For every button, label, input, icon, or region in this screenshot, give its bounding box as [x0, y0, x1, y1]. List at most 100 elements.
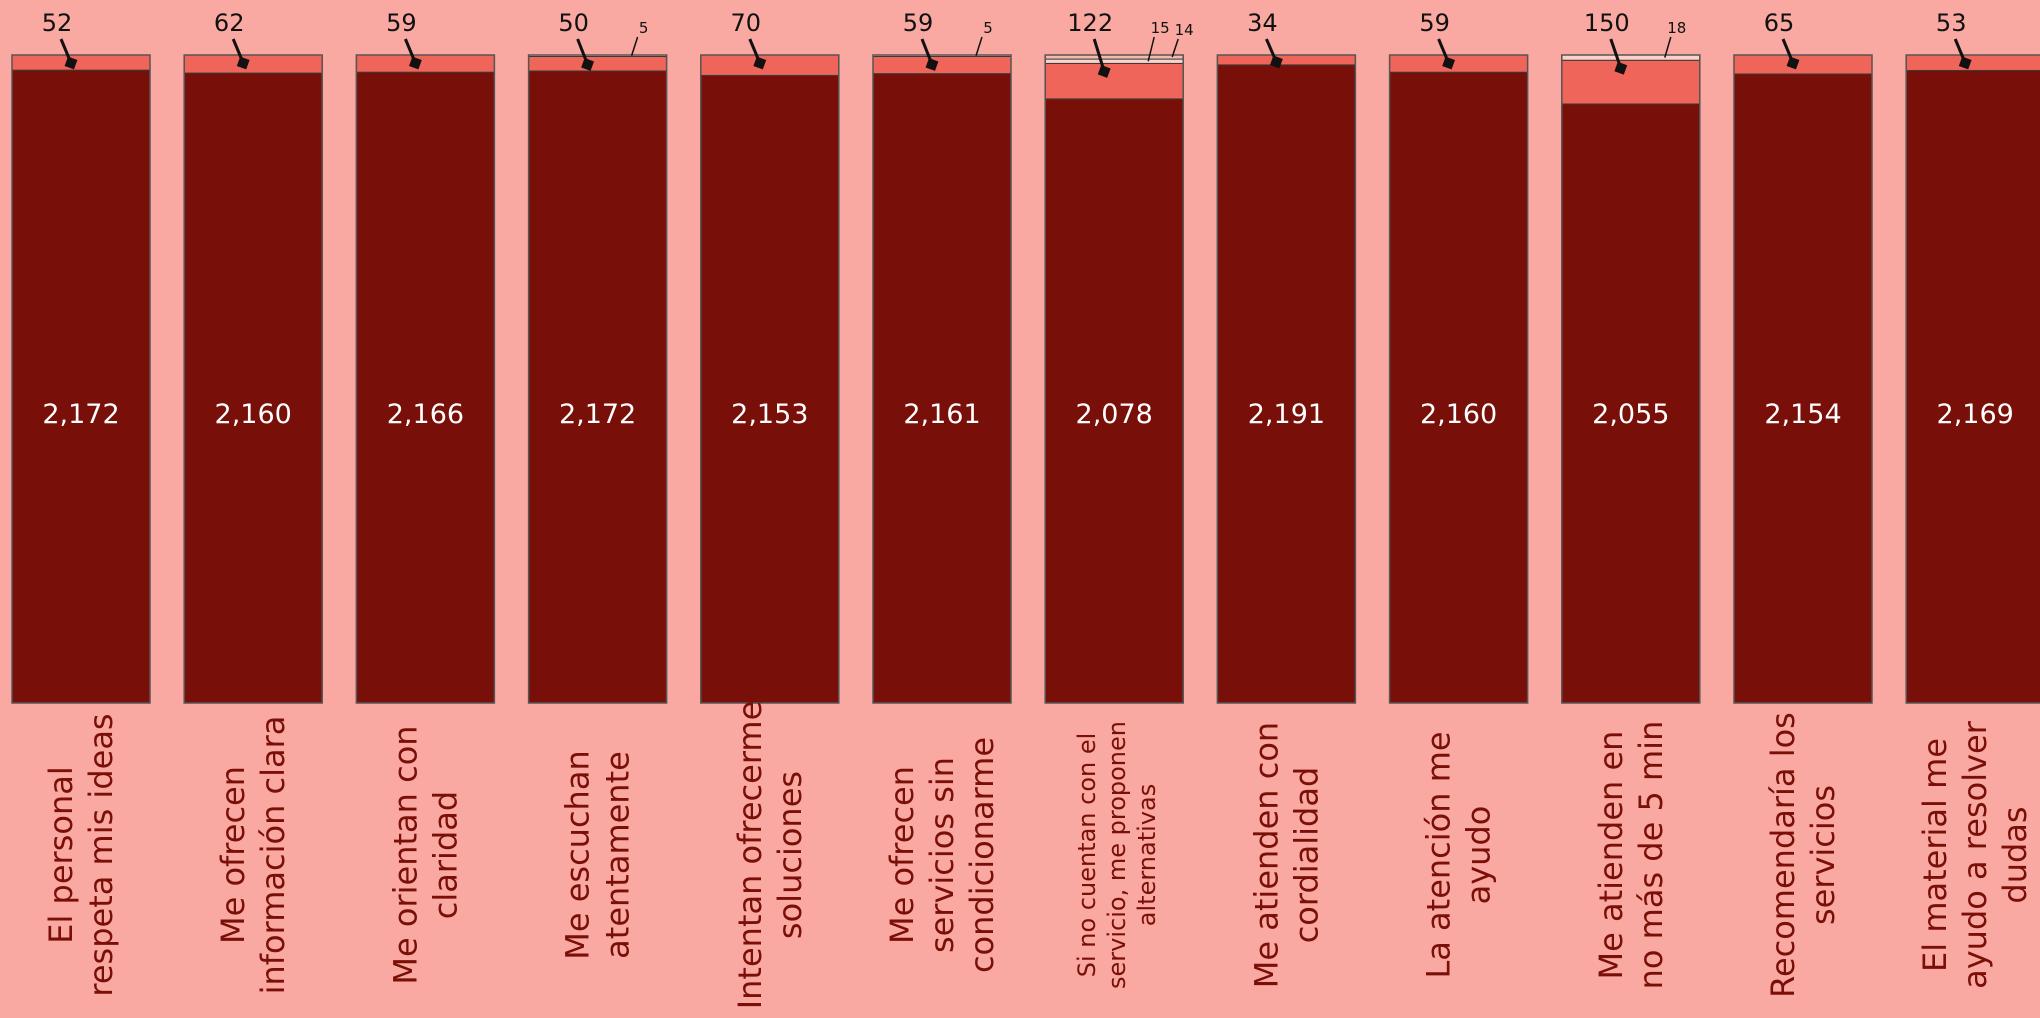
value-label-small-3-4: 5	[639, 19, 649, 37]
category-label-line: dudas	[1996, 806, 2034, 903]
value-label-main-1: 2,172	[42, 399, 119, 430]
category-label-line: ayudo a resolver	[1956, 720, 1994, 989]
bar-outline-7	[1044, 54, 1184, 704]
leader-marker-12	[1958, 56, 1972, 70]
value-label-top-5: 70	[731, 9, 762, 37]
value-label-small-4-7: 14	[1175, 21, 1194, 39]
leader-marker-11	[1786, 56, 1800, 70]
bar-segment-2-9	[1389, 54, 1529, 73]
bars-layer	[11, 54, 2040, 704]
bar-outline-10	[1561, 54, 1701, 704]
bar-outline-1	[11, 54, 151, 704]
bar-outline-8	[1216, 54, 1357, 704]
bar-segment-1-4	[528, 70, 668, 704]
bar-segment-1-6	[872, 73, 1012, 704]
bar-segment-1-8	[1216, 64, 1356, 704]
category-label-line: El personal	[42, 766, 80, 943]
category-label-line: Me atienden con	[1247, 722, 1285, 988]
value-labels-layer: 2,172 52 2,160 62 2,166 59 2,172 50 5 2,153 70 2,16…	[42, 9, 2014, 430]
bar-segment-1-7	[1044, 98, 1184, 704]
leader-marker-8	[1269, 55, 1283, 69]
category-label-line: ayudo	[1460, 806, 1498, 905]
category-label-1: El personalrespeta mis ideas	[42, 713, 120, 996]
category-label-line: Me ofrecen	[883, 766, 921, 944]
value-label-main-3: 2,166	[387, 399, 464, 430]
bar-segment-2-1	[11, 54, 151, 71]
category-label-line: Recomendaría los	[1764, 712, 1802, 998]
value-label-top-8: 34	[1247, 9, 1278, 37]
category-label-10: Me atienden enno más de 5 min	[1592, 721, 1670, 990]
bar-segment-2-12	[1905, 54, 2040, 71]
bar-outline-2	[183, 54, 323, 704]
category-label-line: no más de 5 min	[1632, 721, 1670, 990]
category-label-11: Recomendaría losservicios	[1764, 712, 1842, 998]
category-label-4: Me escuchanatentamente	[559, 750, 637, 959]
category-label-9: La atención meayudo	[1420, 731, 1498, 978]
category-label-line: atentamente	[599, 751, 637, 959]
bar-segment-2-10	[1561, 59, 1701, 105]
category-label-line: Me orientan con	[386, 725, 424, 984]
leader-marker-1	[64, 56, 78, 70]
category-label-line: Me atienden en	[1592, 731, 1630, 980]
bar-outline-3	[355, 54, 496, 704]
bar-segment-1-3	[355, 71, 495, 704]
value-label-top-12: 53	[1936, 9, 1967, 37]
leader-line-small-3-10	[1664, 36, 1672, 58]
category-label-line: servicios	[1804, 785, 1842, 925]
value-label-main-2: 2,160	[215, 399, 292, 430]
category-label-7: Si no cuentan con elservicio, me propone…	[1073, 721, 1161, 989]
bar-segment-3-7	[1044, 58, 1184, 64]
bar-segment-1-1	[11, 69, 151, 704]
leader-line-small-3-6	[975, 36, 983, 56]
category-label-6: Me ofrecenservicios sincondicionarme	[883, 737, 1001, 973]
bar-segment-1-12	[1905, 69, 2040, 704]
category-label-line: cordialidad	[1287, 767, 1325, 944]
bar-segment-2-5	[700, 54, 840, 76]
bar-segment-1-9	[1389, 71, 1529, 704]
leader-marker-7	[1097, 65, 1111, 78]
bar-segment-2-2	[183, 54, 323, 74]
leader-marker-2	[236, 56, 250, 70]
bar-segment-1-5	[700, 74, 840, 704]
bar-outline-6	[872, 54, 1012, 704]
category-label-line: alternativas	[1133, 784, 1161, 926]
category-label-line: servicio, me proponen	[1103, 721, 1131, 989]
bar-segment-2-11	[1733, 54, 1873, 75]
value-label-top-10: 150	[1584, 9, 1630, 37]
bar-outline-5	[700, 54, 840, 704]
category-label-line: información clara	[254, 716, 292, 995]
value-label-main-5: 2,153	[731, 399, 808, 430]
bar-segment-2-7	[1044, 62, 1184, 100]
value-label-top-4: 50	[558, 9, 589, 37]
category-label-line: La atención me	[1420, 731, 1458, 978]
category-label-2: Me ofreceninformación clara	[214, 716, 292, 995]
category-label-line: Me ofrecen	[214, 766, 252, 944]
bar-outline-11	[1733, 54, 1873, 704]
value-label-top-2: 62	[214, 9, 245, 37]
category-label-3: Me orientan conclaridad	[386, 725, 464, 984]
value-label-main-10: 2,055	[1592, 399, 1669, 430]
category-label-line: soluciones	[771, 771, 809, 939]
leader-marker-6	[925, 58, 939, 71]
value-label-top-7: 122	[1067, 9, 1113, 37]
value-label-main-9: 2,160	[1420, 399, 1497, 430]
bar-outline-12	[1905, 54, 2040, 704]
leader-marker-10	[1614, 61, 1628, 75]
value-label-top-6: 59	[903, 9, 934, 37]
leader-marker-9	[1442, 56, 1456, 70]
leader-line-small-4-7	[1171, 38, 1179, 58]
category-label-line: servicios sin	[923, 757, 961, 953]
category-label-line: Intentan ofrecerme	[731, 701, 769, 1010]
category-label-line: Si no cuentan con el	[1073, 733, 1101, 978]
category-labels-layer: El personalrespeta mis ideas Me ofrecenin…	[42, 701, 2034, 1010]
leader-marker-5	[753, 56, 767, 70]
category-label-line: Me escuchan	[559, 750, 597, 959]
leader-marker-3	[408, 56, 422, 70]
leader-line-small-3-4	[630, 36, 639, 56]
bar-segment-1-11	[1733, 73, 1873, 704]
value-label-main-4: 2,172	[559, 399, 636, 430]
value-label-main-11: 2,154	[1764, 399, 1841, 430]
category-label-line: claridad	[426, 791, 464, 919]
value-label-small-3-6: 5	[983, 19, 993, 37]
